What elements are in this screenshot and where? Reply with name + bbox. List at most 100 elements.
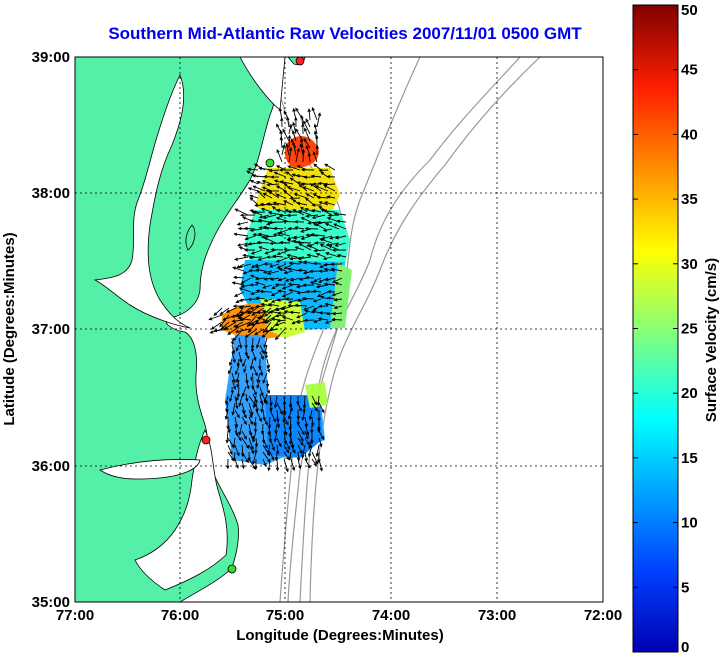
velocity-vector [267, 302, 280, 307]
velocity-vector [253, 416, 257, 427]
velocity-vector [316, 112, 322, 128]
velocity-vector [282, 409, 286, 424]
velocity-vector [249, 283, 259, 287]
velocity-vector [259, 351, 264, 361]
velocity-vector [245, 351, 250, 360]
velocity-vector [326, 174, 336, 179]
velocity-vector [290, 437, 295, 449]
velocity-vector [227, 444, 233, 456]
velocity-vector [242, 270, 252, 275]
velocity-vector [308, 437, 313, 450]
velocity-vector [245, 379, 250, 390]
velocity-region-outer-banks-east [305, 382, 328, 408]
velocity-vector [273, 395, 278, 409]
colorbar-tick-label: 35 [681, 191, 698, 208]
velocity-vector [258, 226, 270, 230]
velocity-vector [247, 307, 258, 315]
map-frame [74, 56, 604, 603]
velocity-vector [285, 171, 294, 178]
velocity-vector [326, 195, 336, 199]
velocity-vector [258, 246, 270, 251]
velocity-vector [262, 270, 273, 274]
velocity-vector [318, 437, 323, 448]
velocity-vector [278, 168, 294, 172]
velocity-vector [286, 213, 298, 218]
velocity-vector [318, 311, 329, 315]
velocity-vector [290, 458, 296, 472]
y-tick-label: 37:00 [32, 321, 70, 338]
velocity-vector [296, 201, 308, 206]
velocity-vector [235, 372, 240, 384]
velocity-vector [235, 393, 240, 402]
velocity-vector [312, 151, 318, 163]
velocity-vector [268, 220, 284, 224]
velocity-vector [333, 298, 343, 302]
velocity-vector [323, 282, 336, 286]
velocity-vector [208, 314, 223, 321]
velocity-vector [263, 298, 273, 303]
velocity-vector [307, 108, 311, 121]
velocity-vector [317, 317, 329, 321]
velocity-vector [213, 307, 223, 317]
velocity-vector [238, 305, 252, 310]
velocity-vector [323, 267, 336, 272]
velocity-vector [242, 253, 256, 258]
velocity-vector [225, 395, 229, 406]
velocity-vector [276, 402, 283, 415]
velocity-vector [287, 134, 292, 149]
velocity-vector [334, 281, 343, 286]
velocity-vector [265, 189, 280, 193]
velocity-vector [255, 296, 266, 300]
velocity-vector [245, 393, 249, 403]
velocity-vector [272, 254, 284, 258]
velocity-vector [274, 321, 286, 327]
velocity-vector [242, 358, 247, 368]
velocity-vector [270, 298, 280, 303]
velocity-vector [258, 214, 270, 219]
velocity-vector [304, 197, 315, 206]
velocity-vector [288, 256, 305, 261]
velocity-vector [248, 444, 255, 455]
velocity-vector [225, 430, 229, 444]
velocity-vector [324, 222, 340, 230]
velocity-vector [288, 123, 293, 135]
velocity-vector [252, 386, 257, 396]
velocity-vector [248, 437, 254, 451]
velocity-vector [274, 451, 279, 462]
velocity-vector [301, 122, 305, 135]
velocity-vector [281, 143, 286, 156]
velocity-vector [254, 277, 266, 281]
velocity-vector [312, 222, 326, 230]
velocity-vector [266, 358, 271, 369]
velocity-vector [250, 291, 259, 296]
velocity-vector [274, 314, 286, 318]
velocity-vector [320, 295, 329, 300]
velocity-vector [241, 386, 247, 398]
velocity-vector [234, 416, 239, 429]
colorbar-tick-label: 30 [681, 256, 698, 273]
velocity-vector [305, 118, 311, 128]
velocity-vector [275, 193, 287, 199]
velocity-vector [267, 211, 284, 216]
velocity-vector [257, 218, 270, 223]
velocity-vector [262, 192, 273, 199]
velocity-vector [262, 214, 277, 220]
colorbar-tick-label: 15 [681, 450, 698, 467]
velocity-vector [262, 395, 268, 405]
velocity-vector [237, 242, 249, 247]
velocity-vector [281, 291, 294, 298]
velocity-vector [259, 344, 265, 355]
velocity-vector [305, 193, 315, 199]
velocity-vector [235, 321, 251, 329]
velocity-vector [333, 305, 343, 310]
velocity-vector [269, 409, 276, 423]
velocity-vector [275, 165, 287, 171]
velocity-vector [272, 201, 287, 206]
velocity-vector [317, 423, 321, 433]
velocity-vector [276, 319, 287, 323]
velocity-vector [319, 238, 333, 244]
y-axis-label: Latitude (Degrees:Minutes) [1, 232, 18, 425]
velocity-vector [304, 437, 310, 446]
chesapeake-bay [93, 74, 191, 329]
x-tick-label: 76:00 [161, 607, 199, 624]
